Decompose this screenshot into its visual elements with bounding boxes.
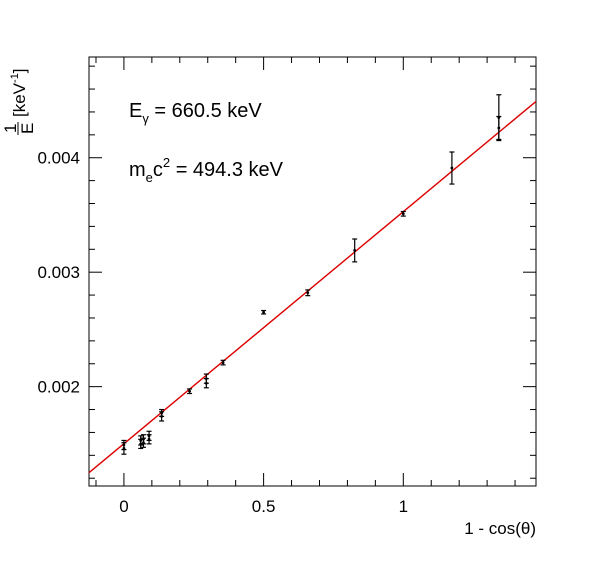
y-title-unit: [keV-1]: [9, 68, 29, 117]
annotation-e-gamma-rest: = 660.5 keV: [149, 100, 263, 122]
data-point: [121, 439, 127, 451]
data-point: [496, 94, 502, 142]
y-tick-label: 0.004: [37, 149, 80, 168]
plot-frame: [88, 56, 537, 487]
y-axis-title: 1 E [keV-1]: [1, 68, 37, 135]
y-title-unit-prefix: [keV: [10, 82, 29, 117]
y-tick-labels: 0.002 0.003 0.004: [37, 149, 80, 397]
point-marker: [188, 389, 191, 393]
x-tick-label: 0.5: [252, 497, 276, 516]
annotation-mec2-mid: c: [153, 159, 163, 181]
data-point: [159, 408, 165, 418]
point-marker: [139, 439, 143, 442]
data-point: [187, 388, 193, 395]
annotation-mec2-rest: = 494.3 keV: [170, 159, 284, 181]
data-point: [220, 359, 226, 366]
annotation-mec2-sup: 2: [163, 155, 170, 170]
point-marker: [204, 377, 208, 381]
x-tick-labels: 0 0.5 1: [119, 497, 408, 516]
data-point: [138, 435, 144, 446]
point-marker: [450, 166, 454, 170]
point-marker: [142, 437, 145, 441]
annotation-e-gamma-main: E: [129, 100, 142, 122]
data-point: [352, 238, 358, 263]
annotation-e-gamma-sub: γ: [142, 111, 149, 126]
data-point: [305, 289, 311, 297]
point-marker: [122, 443, 126, 447]
point-marker: [221, 361, 225, 365]
point-marker: [262, 310, 266, 314]
point-marker: [160, 411, 164, 415]
annotation-mec2: mec2 = 494.3 keV: [129, 155, 284, 185]
data-point: [449, 151, 455, 185]
axis-ticks: [89, 57, 536, 486]
point-marker: [401, 212, 405, 216]
point-marker: [353, 249, 357, 252]
x-tick-label: 0: [119, 497, 128, 516]
y-title-denominator: E: [18, 123, 37, 134]
fit-line-group: [88, 100, 537, 474]
data-point: [261, 309, 267, 315]
point-marker: [306, 291, 310, 295]
data-point: [203, 373, 209, 384]
y-tick-label: 0.002: [37, 378, 80, 397]
y-title-unit-exp: -1: [9, 73, 21, 83]
data-point: [140, 434, 146, 445]
point-marker: [147, 434, 151, 438]
annotation-mec2-main: m: [129, 159, 146, 181]
x-tick-label: 1: [399, 497, 408, 516]
data-points: [121, 94, 502, 455]
y-tick-label: 0.003: [37, 263, 80, 282]
annotation-e-gamma: Eγ = 660.5 keV: [129, 100, 262, 126]
data-point: [400, 210, 406, 217]
point-marker: [497, 116, 501, 120]
data-point: [146, 430, 152, 442]
x-axis-title: 1 - cos(θ): [464, 519, 536, 538]
fit-line: [88, 100, 537, 474]
y-title-unit-suffix: ]: [10, 68, 29, 73]
annotation-mec2-sub: e: [146, 170, 153, 185]
y-title-numerator: 1: [1, 124, 20, 133]
